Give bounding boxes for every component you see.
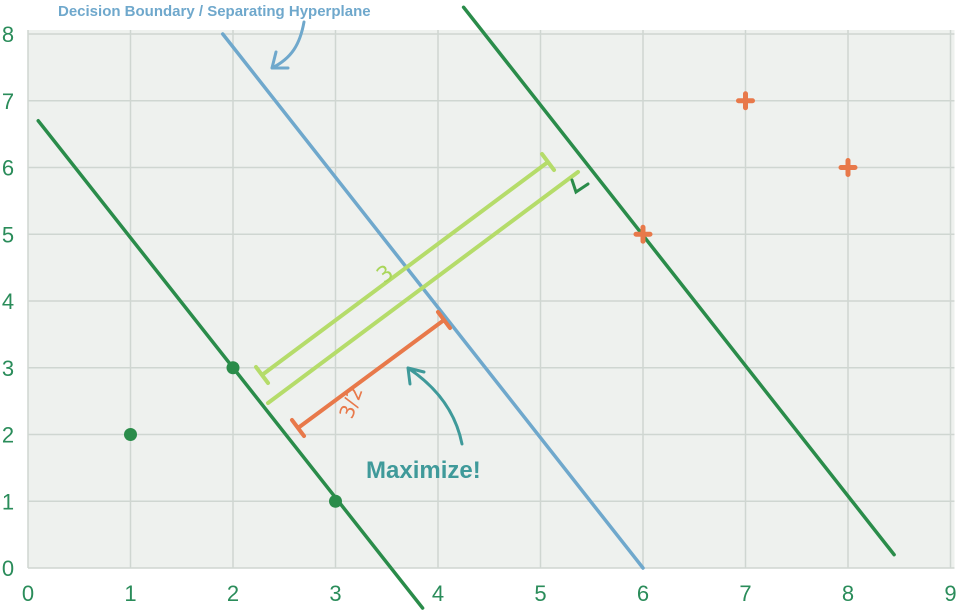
x-tick-label: 5	[534, 581, 546, 606]
hyperplane-title: Decision Boundary / Separating Hyperplan…	[58, 3, 371, 20]
hyperplane-line	[221, 32, 645, 570]
margin-bracket-long	[254, 152, 556, 385]
y-tick-label: 5	[2, 222, 14, 247]
x-tick-label: 9	[944, 581, 956, 606]
negative-class-point	[329, 494, 342, 508]
y-axis-ticks: 0 1 2 3 4 5 6 7 8	[2, 22, 14, 581]
y-tick-label: 1	[2, 489, 14, 514]
data-points	[124, 91, 858, 508]
margin-bracket-short	[266, 170, 580, 405]
maximize-label: Maximize!	[366, 457, 481, 484]
negative-class-point	[124, 428, 137, 441]
support-positive-line	[461, 5, 896, 557]
maximize-arrow-icon	[406, 366, 464, 446]
y-tick-label: 3	[2, 356, 14, 381]
positive-class-point	[633, 224, 653, 244]
x-tick-label: 7	[739, 581, 751, 606]
negative-class-point	[226, 361, 240, 375]
y-tick-label: 8	[2, 22, 14, 47]
half-margin-bracket	[290, 310, 452, 438]
x-tick-label: 2	[227, 581, 239, 606]
right-angle-mark	[570, 178, 590, 195]
positive-class-point	[838, 158, 858, 177]
y-tick-label: 0	[2, 556, 14, 581]
hyperplane-arrow-icon	[270, 20, 306, 70]
x-tick-label: 1	[124, 581, 136, 606]
positive-class-point	[736, 91, 755, 111]
y-tick-label: 2	[2, 423, 14, 448]
annotations: Decision Boundary / Separating Hyperplan…	[58, 3, 481, 484]
y-tick-label: 7	[2, 89, 14, 114]
y-tick-label: 6	[2, 156, 14, 181]
x-tick-label: 0	[22, 581, 34, 606]
margin-brackets: 3 3/2	[254, 152, 590, 438]
x-tick-label: 8	[842, 581, 854, 606]
y-tick-label: 4	[2, 289, 14, 314]
plot-background	[28, 30, 955, 568]
x-axis-ticks: 0 1 2 3 4 5 6 7 8 9	[22, 581, 957, 606]
x-tick-label: 4	[432, 581, 444, 606]
x-tick-label: 3	[329, 581, 341, 606]
x-tick-label: 6	[637, 581, 649, 606]
plot-area	[28, 30, 955, 568]
